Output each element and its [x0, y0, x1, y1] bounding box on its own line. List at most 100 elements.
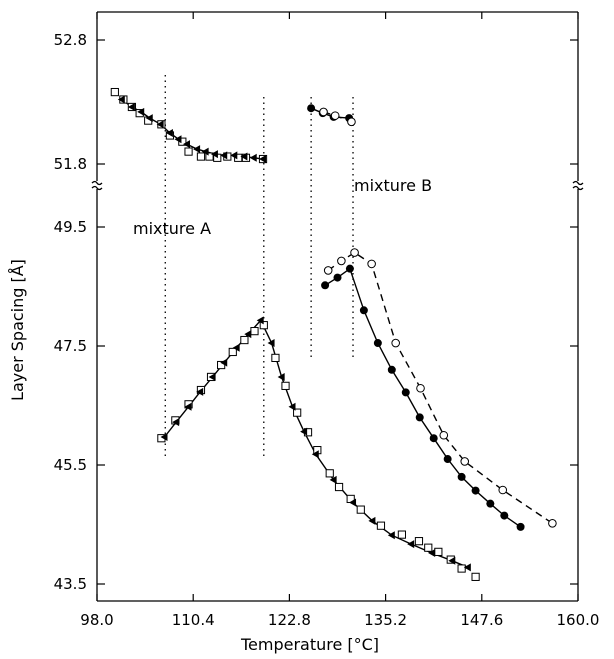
series-1-point [110, 87, 119, 97]
series-3-point [333, 273, 342, 282]
series-4-point [498, 485, 508, 495]
axis-break-left-bottom [91, 185, 103, 191]
series-4-point [337, 256, 346, 266]
x-tick-label: 122.8 [268, 611, 311, 629]
x-tick-label: 135.2 [364, 611, 407, 629]
series-1-point [281, 381, 290, 390]
series-3-point [471, 486, 480, 495]
series-4-point [548, 519, 557, 528]
series-3-point [457, 472, 466, 481]
series-2-point [220, 151, 228, 160]
series-1-point [334, 482, 344, 492]
series-1-point [259, 321, 268, 330]
series-2-point [184, 402, 192, 411]
series-4-point [330, 111, 340, 120]
series-3-point [373, 339, 382, 348]
series-1-point [271, 353, 280, 362]
series-lines [121, 98, 553, 568]
series-3-point [486, 499, 495, 508]
series-2-point [172, 418, 180, 427]
series-2-point [428, 549, 436, 558]
series-1-point [325, 469, 334, 478]
series-2-point [244, 330, 252, 339]
series-3-point [321, 281, 330, 290]
series-1-point [471, 572, 480, 581]
series-3-point [387, 365, 396, 374]
series-2-point [256, 316, 264, 325]
x-tick-label: 160.0 [557, 611, 600, 629]
series-3-point [429, 434, 438, 443]
series-1-point [356, 505, 365, 514]
axis-break-right-bottom [572, 185, 584, 191]
series-2-point [201, 147, 209, 156]
y-tick-label: 45.5 [54, 456, 87, 474]
series-2-point [368, 516, 376, 525]
series-2-point [196, 387, 204, 396]
series-2-point [407, 540, 415, 549]
series-3-point [401, 388, 410, 397]
y-tick-label: 43.5 [54, 575, 87, 593]
series-1-point [228, 347, 237, 357]
series-3-point [359, 306, 368, 315]
series-1-point [240, 335, 249, 345]
series-1-point [434, 547, 443, 556]
series-2-point [182, 140, 190, 149]
series-3-point [500, 511, 509, 520]
series-3-line-lower [324, 267, 521, 528]
series-2-point [137, 107, 145, 116]
series-4-point [391, 338, 400, 348]
series-2-point [160, 433, 168, 442]
series-1-point [397, 530, 406, 539]
y-tick-label: 47.5 [54, 337, 87, 355]
series-4-point [319, 107, 328, 117]
series-4-point [323, 266, 333, 275]
annotation-mixture-b: mixture B [354, 176, 432, 195]
series-3-point [415, 413, 424, 422]
series-2-point [174, 135, 182, 144]
vertical-dotted-lines [164, 75, 354, 458]
series-2-point [145, 114, 153, 123]
series-2-point [240, 152, 248, 161]
axis-ticks: 98.0 110.4 122.8 135.2 147.6 160.0 52.8 51.8 49.… [54, 12, 600, 629]
series-4-line-lower [327, 251, 553, 524]
series-2-point [349, 498, 357, 507]
x-tick-label: 147.6 [460, 611, 503, 629]
y-tick-label: 49.5 [54, 218, 87, 236]
series-3-point [516, 522, 525, 531]
x-tick-label: 98.0 [80, 611, 113, 629]
series-3-point [345, 264, 354, 273]
series-1-point [457, 564, 466, 573]
series-2-point [208, 372, 216, 381]
series-2-point [165, 129, 173, 137]
series-3-point [307, 104, 316, 113]
series-2-point [220, 358, 228, 367]
series-4-point [350, 248, 359, 257]
series-2-point [232, 343, 240, 352]
series-1-point [293, 408, 302, 417]
series-2-point [277, 372, 285, 381]
x-axis-title: Temperature [°C] [240, 635, 379, 654]
series-2-point [210, 150, 218, 159]
series-4-point [439, 430, 449, 440]
series-1-point [178, 137, 187, 146]
series-1-point [196, 152, 206, 161]
series-2-point [193, 145, 201, 154]
series-1-point [184, 147, 193, 156]
y-axis-title: Layer Spacing [Å] [8, 259, 27, 401]
series-1-point [205, 152, 214, 161]
series-2-point [463, 563, 471, 572]
series-2-line-lower [163, 319, 469, 568]
series-4-point [367, 259, 376, 269]
series-1-point [414, 537, 424, 546]
series-4-point [460, 457, 470, 466]
axis-break-left-top [91, 180, 103, 186]
series-2-point [387, 531, 395, 540]
series-2-point [259, 155, 267, 164]
y-tick-label: 51.8 [54, 155, 87, 173]
annotation-mixture-a: mixture A [133, 219, 211, 238]
y-tick-label: 52.8 [54, 31, 87, 49]
series-2-point [300, 427, 308, 436]
series-2-point [448, 556, 456, 565]
axis-break-right-top [572, 180, 584, 186]
